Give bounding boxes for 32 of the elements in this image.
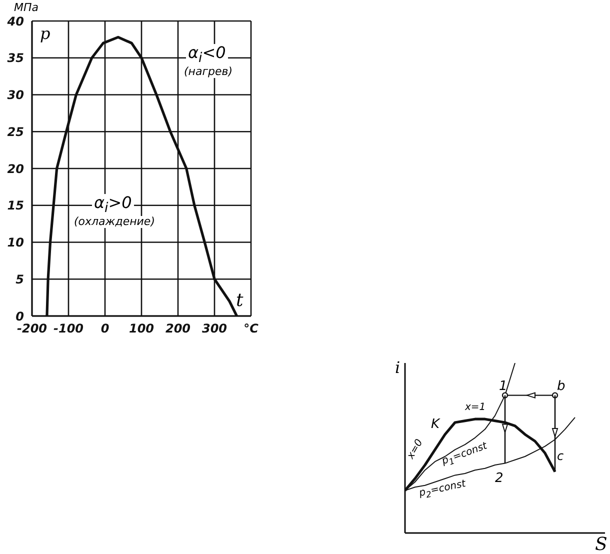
x-tick-label: 200 [165,322,191,336]
y-tick-label: 25 [7,124,24,139]
y-axis-title: p [40,24,50,43]
annotation: c [557,449,564,464]
y-tick-label: 10 [7,236,24,250]
x-tick-label: 300 [202,322,228,336]
annotation: x=1 [465,402,486,413]
annotation: 2 [495,471,504,486]
annotation: p$_{2}$=const [418,478,468,502]
x-axis-title: S [595,534,608,554]
text: МПа [14,1,39,14]
y-tick-label: 40 [6,14,24,28]
y-axis-title: i [395,358,400,377]
y-tick-label: 0 [16,309,24,324]
x-tick-label: -200 [16,322,48,336]
x-tick-label: -100 [53,322,84,336]
annotation: (нагрев) [182,65,235,78]
annotation: 1 [499,379,508,394]
annotation: α$_{i}$<0 [186,43,228,67]
x-tick-label: 100 [128,322,154,336]
x-axis-title: t [236,290,244,311]
y-tick-label: 20 [7,162,24,176]
y-tick-label: 35 [7,51,24,66]
x-tick-label: 0 [100,322,110,336]
x-tick-label: °C [244,322,259,336]
y-tick-label: 15 [7,198,24,213]
y-tick-label: 5 [16,272,24,286]
annotation: α$_{i}$>0 [92,193,134,217]
annotation: b [557,379,566,394]
y-tick-label: 30 [7,88,24,102]
annotation: (охлаждение) [72,215,157,228]
annotation: K [431,417,440,432]
